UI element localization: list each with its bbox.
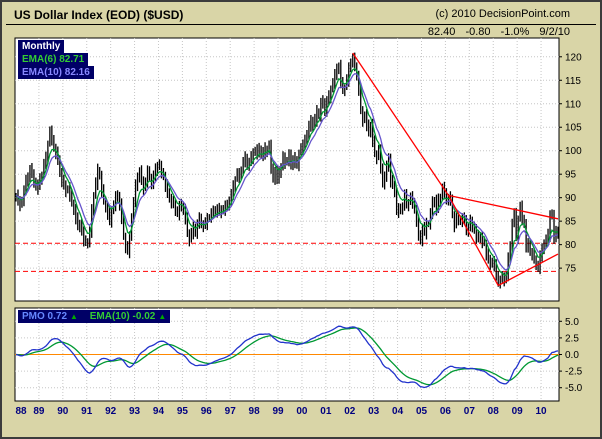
svg-text:05: 05 xyxy=(416,406,428,417)
pmo-ema-up-arrow-icon: ▲ xyxy=(158,312,167,321)
svg-text:96: 96 xyxy=(201,406,213,417)
svg-text:-5.0: -5.0 xyxy=(565,383,583,394)
svg-text:03: 03 xyxy=(368,406,380,417)
svg-text:105: 105 xyxy=(565,123,582,134)
ema10-legend-label: EMA(10) 82.16 xyxy=(18,66,94,79)
pmo-legend: PMO 0.72 ▲ EMA(10) -0.02 ▲ xyxy=(18,310,171,323)
trendline xyxy=(448,194,559,220)
svg-text:95: 95 xyxy=(565,170,577,181)
ema6-legend-label: EMA(6) 82.71 xyxy=(18,53,89,66)
svg-text:120: 120 xyxy=(565,52,582,63)
ema10-line xyxy=(15,72,559,271)
svg-text:80: 80 xyxy=(565,240,577,251)
svg-text:97: 97 xyxy=(225,406,237,417)
price-change-pct: -1.0% xyxy=(500,26,530,38)
pmo-ema-value-label: EMA(10) -0.02 xyxy=(89,311,156,322)
svg-text:00: 00 xyxy=(296,406,308,417)
pmo-line xyxy=(15,325,559,389)
svg-text:04: 04 xyxy=(392,406,404,417)
svg-text:90: 90 xyxy=(565,193,577,204)
copyright-text: (c) 2010 DecisionPoint.com xyxy=(435,8,570,20)
svg-text:01: 01 xyxy=(320,406,332,417)
svg-text:88: 88 xyxy=(15,406,27,417)
svg-text:90: 90 xyxy=(57,406,69,417)
quote-date: 9/2/10 xyxy=(539,26,570,38)
svg-text:75: 75 xyxy=(565,264,577,275)
svg-text:08: 08 xyxy=(488,406,500,417)
svg-text:110: 110 xyxy=(565,99,581,110)
svg-text:91: 91 xyxy=(81,406,93,417)
gridlines xyxy=(15,38,559,401)
svg-text:99: 99 xyxy=(272,406,284,417)
page-title: US Dollar Index (EOD) ($USD) xyxy=(14,8,184,22)
pmo-value-label: PMO 0.72 xyxy=(22,311,68,322)
pmo-legend-box: PMO 0.72 ▲ EMA(10) -0.02 ▲ xyxy=(18,310,171,323)
price-change: -0.80 xyxy=(465,26,491,38)
svg-text:85: 85 xyxy=(565,217,577,228)
y-axis-labels: 120 115 110 105 100 95 90 85 80 75 5.0 2.5 0.0 -2.5 -5… xyxy=(559,52,583,394)
svg-text:98: 98 xyxy=(249,406,261,417)
svg-text:94: 94 xyxy=(153,406,165,417)
x-axis-labels: 88 89 90 91 92 93 94 95 96 97 98 99 00 01 02 03 04 05 06 07… xyxy=(15,406,547,417)
svg-text:93: 93 xyxy=(129,406,141,417)
trendline xyxy=(352,52,449,196)
timeframe-label: Monthly xyxy=(18,40,65,53)
svg-text:10: 10 xyxy=(536,406,548,417)
last-price: 82.40 xyxy=(427,26,456,38)
svg-text:06: 06 xyxy=(440,406,452,417)
svg-text:-2.5: -2.5 xyxy=(565,367,583,378)
price-plot-area xyxy=(14,37,560,302)
svg-text:02: 02 xyxy=(344,406,356,417)
quote-line: 82.40 -0.80 -1.0% 9/2/10 xyxy=(421,26,570,38)
svg-text:92: 92 xyxy=(105,406,117,417)
svg-text:07: 07 xyxy=(464,406,476,417)
price-legend: Monthly EMA(6) 82.71 EMA(10) 82.16 xyxy=(18,40,94,79)
header-divider xyxy=(6,24,596,25)
svg-text:5.0: 5.0 xyxy=(565,317,579,328)
svg-text:100: 100 xyxy=(565,146,582,157)
price-bars xyxy=(15,52,559,289)
trendline xyxy=(497,253,559,287)
trendline xyxy=(447,195,499,286)
svg-text:89: 89 xyxy=(33,406,45,417)
svg-text:95: 95 xyxy=(177,406,189,417)
svg-text:09: 09 xyxy=(512,406,524,417)
svg-text:2.5: 2.5 xyxy=(565,333,579,344)
svg-text:115: 115 xyxy=(565,76,581,87)
pmo-up-arrow-icon: ▲ xyxy=(70,312,78,321)
svg-text:0.0: 0.0 xyxy=(565,350,579,361)
